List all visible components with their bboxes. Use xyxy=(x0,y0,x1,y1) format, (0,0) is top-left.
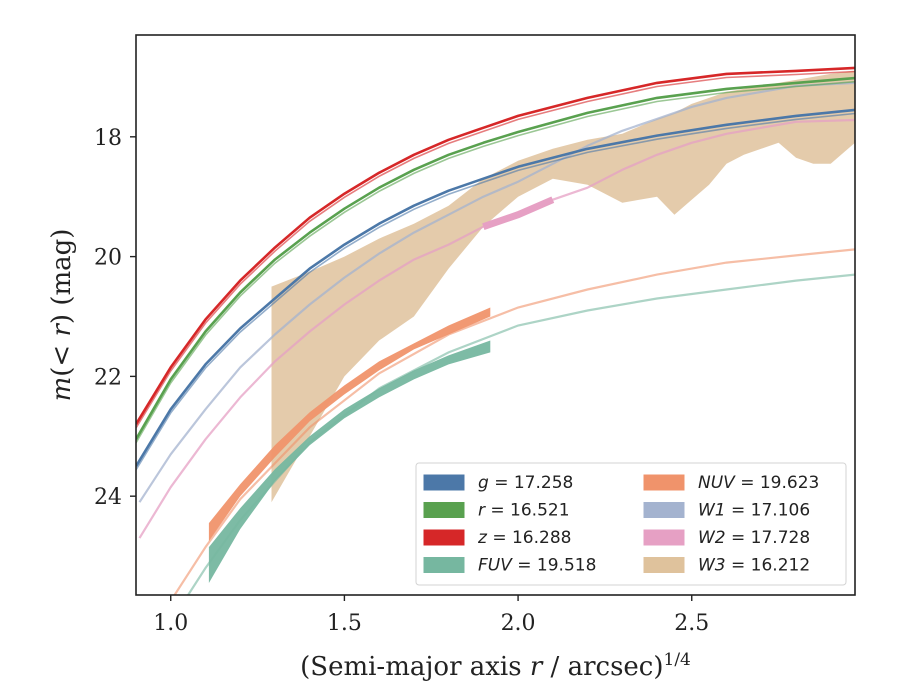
series-w2-highlight xyxy=(482,196,555,231)
y-axis-label-var: m xyxy=(47,377,77,402)
legend-fuv-label: FUV = 19.518 xyxy=(478,556,596,576)
y-axis-label: m(< r) (mag) xyxy=(47,229,77,402)
legend-w2-label: W2 = 17.728 xyxy=(698,528,810,548)
series-z-model-line xyxy=(136,70,855,429)
y-tick-label: 24 xyxy=(94,485,122,510)
series-g-model-line xyxy=(136,112,855,471)
legend-g-value: = 17.258 xyxy=(489,473,574,493)
legend-g-label: g = 17.258 xyxy=(478,473,573,493)
series-w1-line xyxy=(138,81,855,503)
legend-w1-name: W1 xyxy=(698,501,726,521)
legend-r-name: r xyxy=(478,501,486,521)
x-tick-label: 2.0 xyxy=(501,611,536,636)
x-axis-label-part: / arcsec) xyxy=(542,652,663,682)
legend-z-swatch xyxy=(423,529,465,546)
y-tick-label: 20 xyxy=(94,246,122,271)
x-tick-label: 1.0 xyxy=(153,611,188,636)
legend-r-swatch xyxy=(423,502,465,518)
legend-nuv-label: NUV = 19.623 xyxy=(698,473,819,493)
series-nuv-model-line xyxy=(173,248,855,595)
legend-w3-swatch xyxy=(643,557,685,573)
legend-nuv-swatch xyxy=(643,474,685,491)
legend-w2-name: W2 xyxy=(698,528,726,548)
y-axis-label-var: r xyxy=(47,323,77,337)
series-w3-band xyxy=(271,70,855,503)
legend-w1-value: = 17.106 xyxy=(726,501,811,521)
x-axis-label-exponent: 1/4 xyxy=(664,650,691,670)
series-r-line xyxy=(136,76,855,440)
y-axis-label-part: (< xyxy=(47,337,77,377)
legend-r-label: r = 16.521 xyxy=(478,501,570,521)
x-axis-label: (Semi-major axis r / arcsec)1/4 xyxy=(300,650,691,682)
series-z-line xyxy=(136,66,855,425)
legend-nuv-name: NUV xyxy=(698,473,736,493)
series-group xyxy=(136,66,855,595)
legend-fuv-name: FUV xyxy=(478,556,513,576)
legend-w2-swatch xyxy=(643,529,685,546)
x-tick-label: 2.5 xyxy=(674,611,709,636)
series-fuv-model-line xyxy=(186,273,855,595)
plot-area xyxy=(136,66,855,595)
legend-box xyxy=(415,462,847,586)
legend-w1-swatch xyxy=(643,502,685,518)
legend-r-value: = 16.521 xyxy=(485,501,570,521)
legend-w3-name: W3 xyxy=(698,556,726,576)
legend-z-value: = 16.288 xyxy=(487,528,572,548)
y-tick-label: 22 xyxy=(94,365,122,390)
legend-w3-label: W3 = 16.212 xyxy=(698,556,810,576)
legend-fuv-value: = 19.518 xyxy=(512,556,597,576)
axes-frame xyxy=(135,34,856,596)
legend-w1-label: W1 = 17.106 xyxy=(698,501,810,521)
x-axis-label-var: r xyxy=(530,652,544,682)
legend-z-label: z = 16.288 xyxy=(477,528,571,548)
legend-w3-value: = 16.212 xyxy=(726,556,811,576)
x-axis-label-part: (Semi-major axis xyxy=(300,652,530,682)
legend-fuv-swatch xyxy=(423,557,465,573)
legend-nuv-value: = 19.623 xyxy=(735,473,820,493)
legend-z-name: z xyxy=(477,528,488,548)
legend-g-name: g xyxy=(478,473,489,493)
y-axis-label-part: ) (mag) xyxy=(47,229,77,325)
axes: 1.0 1.5 2.0 2.5 18 20 22 24 (Semi-major axis r /… xyxy=(47,34,856,682)
legend-w2-value: = 17.728 xyxy=(726,528,811,548)
y-tick-label: 18 xyxy=(94,126,122,151)
series-g-line xyxy=(136,108,855,467)
legend-g-swatch xyxy=(423,474,465,491)
series-r-model-line xyxy=(136,80,855,444)
x-tick-label: 1.5 xyxy=(327,611,362,636)
